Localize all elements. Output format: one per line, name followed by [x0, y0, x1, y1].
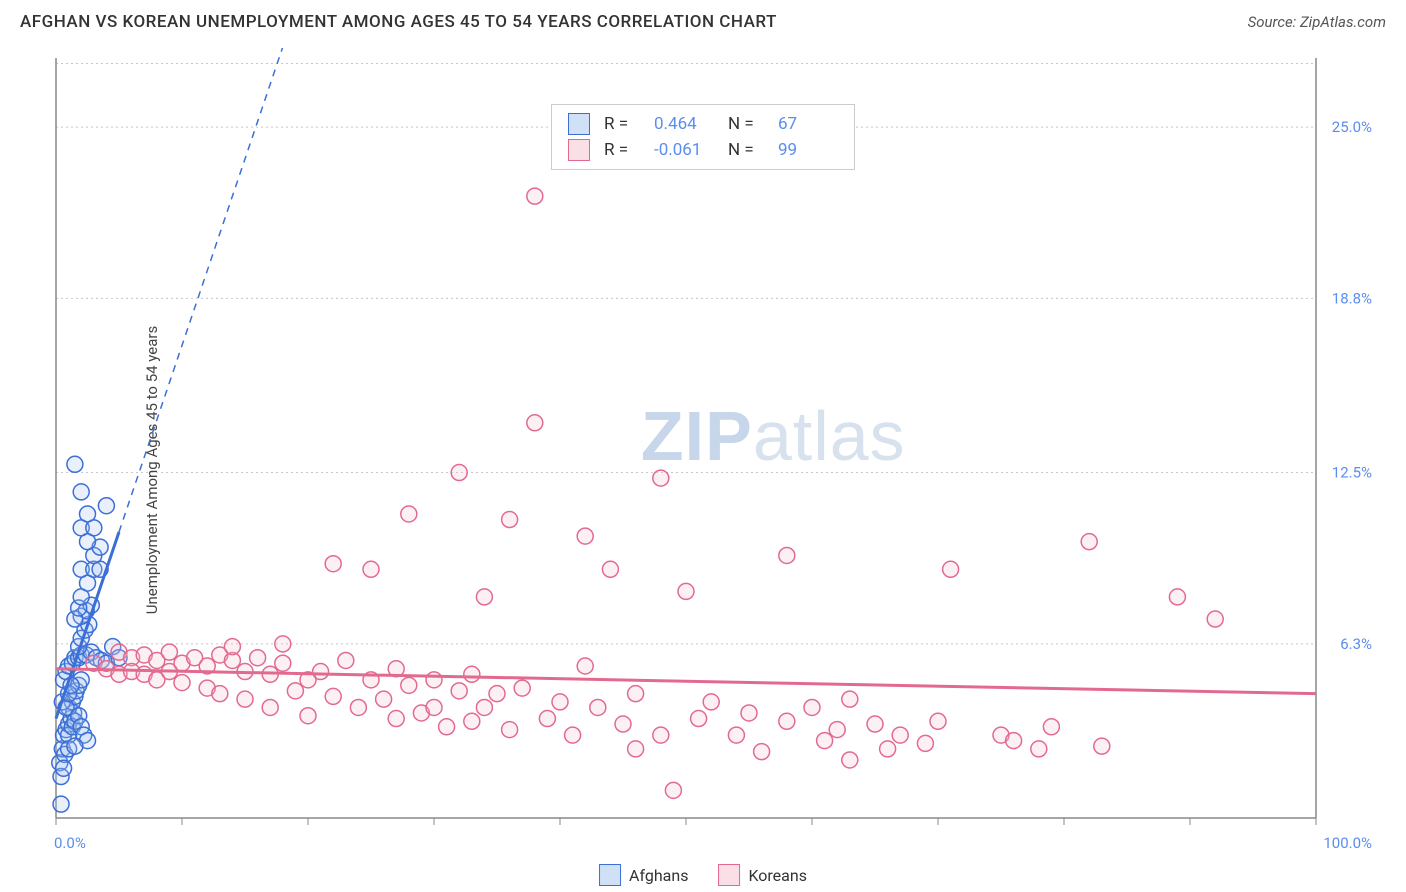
svg-text:0.0%: 0.0%	[54, 834, 86, 852]
legend-row-koreans: R = -0.061 N = 99	[568, 137, 838, 163]
correlation-legend: R = 0.464 N = 67 R = -0.061 N = 99	[551, 104, 855, 170]
series-legend: Afghans Koreans	[599, 864, 807, 886]
svg-text:18.8%: 18.8%	[1332, 289, 1372, 307]
swatch-koreans-icon	[718, 864, 740, 886]
svg-text:6.3%: 6.3%	[1340, 635, 1372, 653]
source-attribution: Source: ZipAtlas.com	[1248, 13, 1386, 31]
svg-text:25.0%: 25.0%	[1332, 118, 1372, 136]
scatter-plot: 6.3% 12.5% 18.8% 25.0% 0.0% 100.0%	[46, 48, 1386, 868]
legend-row-afghans: R = 0.464 N = 67	[568, 111, 838, 137]
swatch-afghans	[568, 113, 590, 135]
svg-text:100.0%: 100.0%	[1323, 834, 1372, 852]
legend-item-koreans: Koreans	[718, 864, 807, 886]
svg-text:12.5%: 12.5%	[1332, 464, 1372, 482]
swatch-koreans	[568, 139, 590, 161]
legend-item-afghans: Afghans	[599, 864, 688, 886]
chart-title: AFGHAN VS KOREAN UNEMPLOYMENT AMONG AGES…	[20, 12, 777, 32]
swatch-afghans-icon	[599, 864, 621, 886]
chart-area: Unemployment Among Ages 45 to 54 years 6…	[0, 48, 1406, 892]
